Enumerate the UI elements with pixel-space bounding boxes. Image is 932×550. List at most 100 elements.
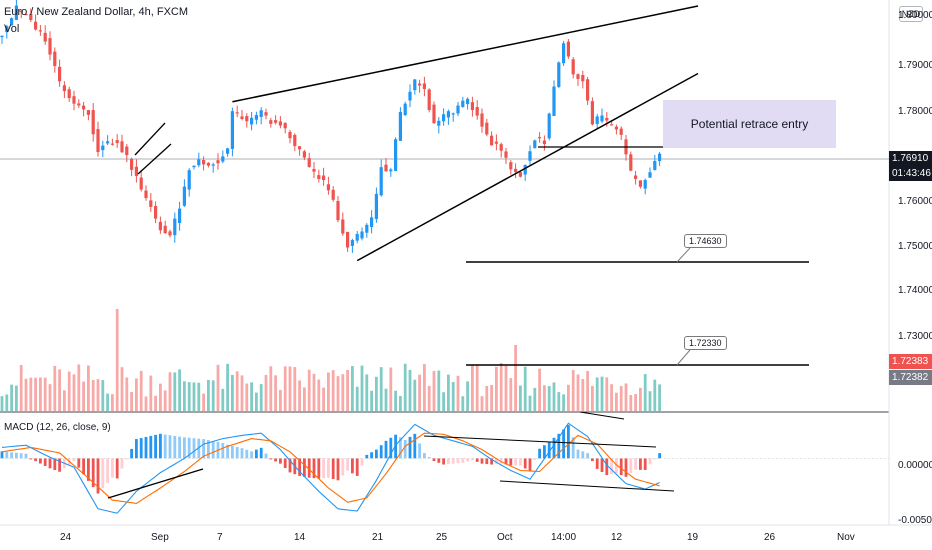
- volume-bar: [600, 376, 604, 411]
- candle-body: [389, 169, 393, 172]
- candle-body: [365, 224, 369, 233]
- volume-bar: [82, 381, 85, 411]
- candle-body: [341, 219, 345, 234]
- candle-body: [254, 114, 258, 120]
- candle-body: [658, 153, 662, 162]
- volume-bar: [360, 365, 364, 411]
- macd-histogram-bar: [178, 436, 181, 459]
- macd-histogram-bar: [130, 448, 133, 459]
- macd-histogram-bar: [207, 440, 210, 459]
- candle-body: [14, 5, 18, 20]
- macd-histogram-bar: [624, 458, 628, 477]
- level-callout-1[interactable]: 1.74630: [684, 234, 727, 248]
- macd-histogram-bar: [312, 458, 316, 479]
- current-price-tag: 1.76910: [889, 151, 932, 166]
- candle-body: [139, 177, 143, 190]
- volume-bar: [240, 375, 244, 411]
- candle-body: [245, 116, 249, 122]
- candle-body: [350, 240, 354, 246]
- volume-bar: [567, 384, 570, 411]
- macd-histogram-bar: [245, 449, 249, 459]
- candle-body: [149, 200, 153, 207]
- macd-histogram-bar: [135, 439, 138, 459]
- candle-body: [120, 141, 124, 153]
- macd-histogram-bar: [235, 447, 239, 459]
- callout-pointer-2: [676, 349, 691, 366]
- volume-bar: [432, 370, 436, 411]
- volume-bar: [197, 382, 201, 411]
- time-label: Nov: [837, 532, 855, 543]
- candle-body: [130, 158, 134, 170]
- candle-body: [312, 168, 316, 172]
- level-callout-2[interactable]: 1.72330: [684, 336, 727, 350]
- candle-body: [58, 66, 62, 82]
- time-label: 24: [60, 532, 72, 543]
- macd-histogram-bar: [370, 452, 373, 459]
- volume-bar: [307, 369, 311, 411]
- macd-histogram-bar: [394, 434, 397, 459]
- candle-body: [0, 35, 4, 37]
- volume-bar: [346, 369, 349, 411]
- macd-lower-line: [499, 480, 675, 492]
- candle-body: [67, 89, 71, 99]
- volume-bar: [538, 368, 541, 411]
- volume-bar: [658, 384, 661, 411]
- macd-histogram-bar: [58, 458, 61, 472]
- macd-histogram-bar: [43, 458, 47, 466]
- candle-body: [461, 100, 465, 107]
- candle-body: [77, 103, 81, 106]
- candle-body: [110, 143, 114, 145]
- candle-body: [235, 112, 239, 114]
- time-label: 19: [687, 532, 699, 543]
- candle-body: [638, 180, 642, 187]
- candle-body: [557, 62, 561, 87]
- macd-histogram-bar: [269, 458, 273, 460]
- time-label: 26: [764, 532, 776, 543]
- candle-body: [470, 102, 474, 111]
- macd-histogram-bar: [250, 451, 253, 459]
- flag-lower-line: [137, 143, 172, 175]
- macd-histogram-bar: [264, 453, 268, 459]
- retrace-annotation[interactable]: Potential retrace entry: [663, 100, 836, 148]
- candle-body: [53, 51, 57, 67]
- macd-histogram-bar: [413, 433, 417, 459]
- macd-histogram-bar: [288, 458, 292, 473]
- candle-body: [278, 121, 282, 126]
- candle-body: [422, 83, 426, 90]
- volume-bar: [53, 365, 57, 411]
- macd-histogram-bar: [495, 458, 498, 465]
- time-label: Sep: [151, 532, 169, 543]
- volume-bar: [619, 386, 623, 411]
- currency-badge[interactable]: NZD: [899, 6, 923, 22]
- candle-body: [653, 160, 657, 170]
- candle-body: [634, 175, 638, 179]
- volume-bar: [312, 373, 316, 411]
- volume-bar: [106, 393, 109, 411]
- macd-histogram-bar: [456, 458, 460, 464]
- volume-bar: [34, 377, 37, 411]
- macd-histogram-bar: [528, 458, 532, 472]
- macd-histogram-bar: [533, 458, 537, 461]
- macd-histogram-bar: [96, 458, 100, 494]
- volume-bar: [341, 374, 345, 411]
- volume-bar: [139, 370, 143, 411]
- candle-body: [211, 164, 215, 166]
- signal-line: [1, 432, 660, 504]
- volume-bar: [168, 372, 172, 411]
- candle-body: [595, 116, 599, 124]
- candle-body: [466, 98, 470, 105]
- macd-histogram-bar: [610, 458, 613, 475]
- macd-histogram-bar: [567, 425, 570, 459]
- macd-histogram-bar: [384, 440, 388, 459]
- candle-body: [134, 166, 138, 176]
- volume-bar: [187, 382, 191, 411]
- candle-body: [230, 111, 234, 149]
- candle-body: [394, 139, 398, 171]
- macd-histogram-bar: [389, 437, 393, 459]
- candle-body: [96, 129, 100, 153]
- macd-histogram-bar: [115, 458, 119, 479]
- macd-histogram-bar: [471, 458, 474, 461]
- volume-bar: [423, 364, 426, 411]
- price-tick: 1.80000: [898, 10, 932, 21]
